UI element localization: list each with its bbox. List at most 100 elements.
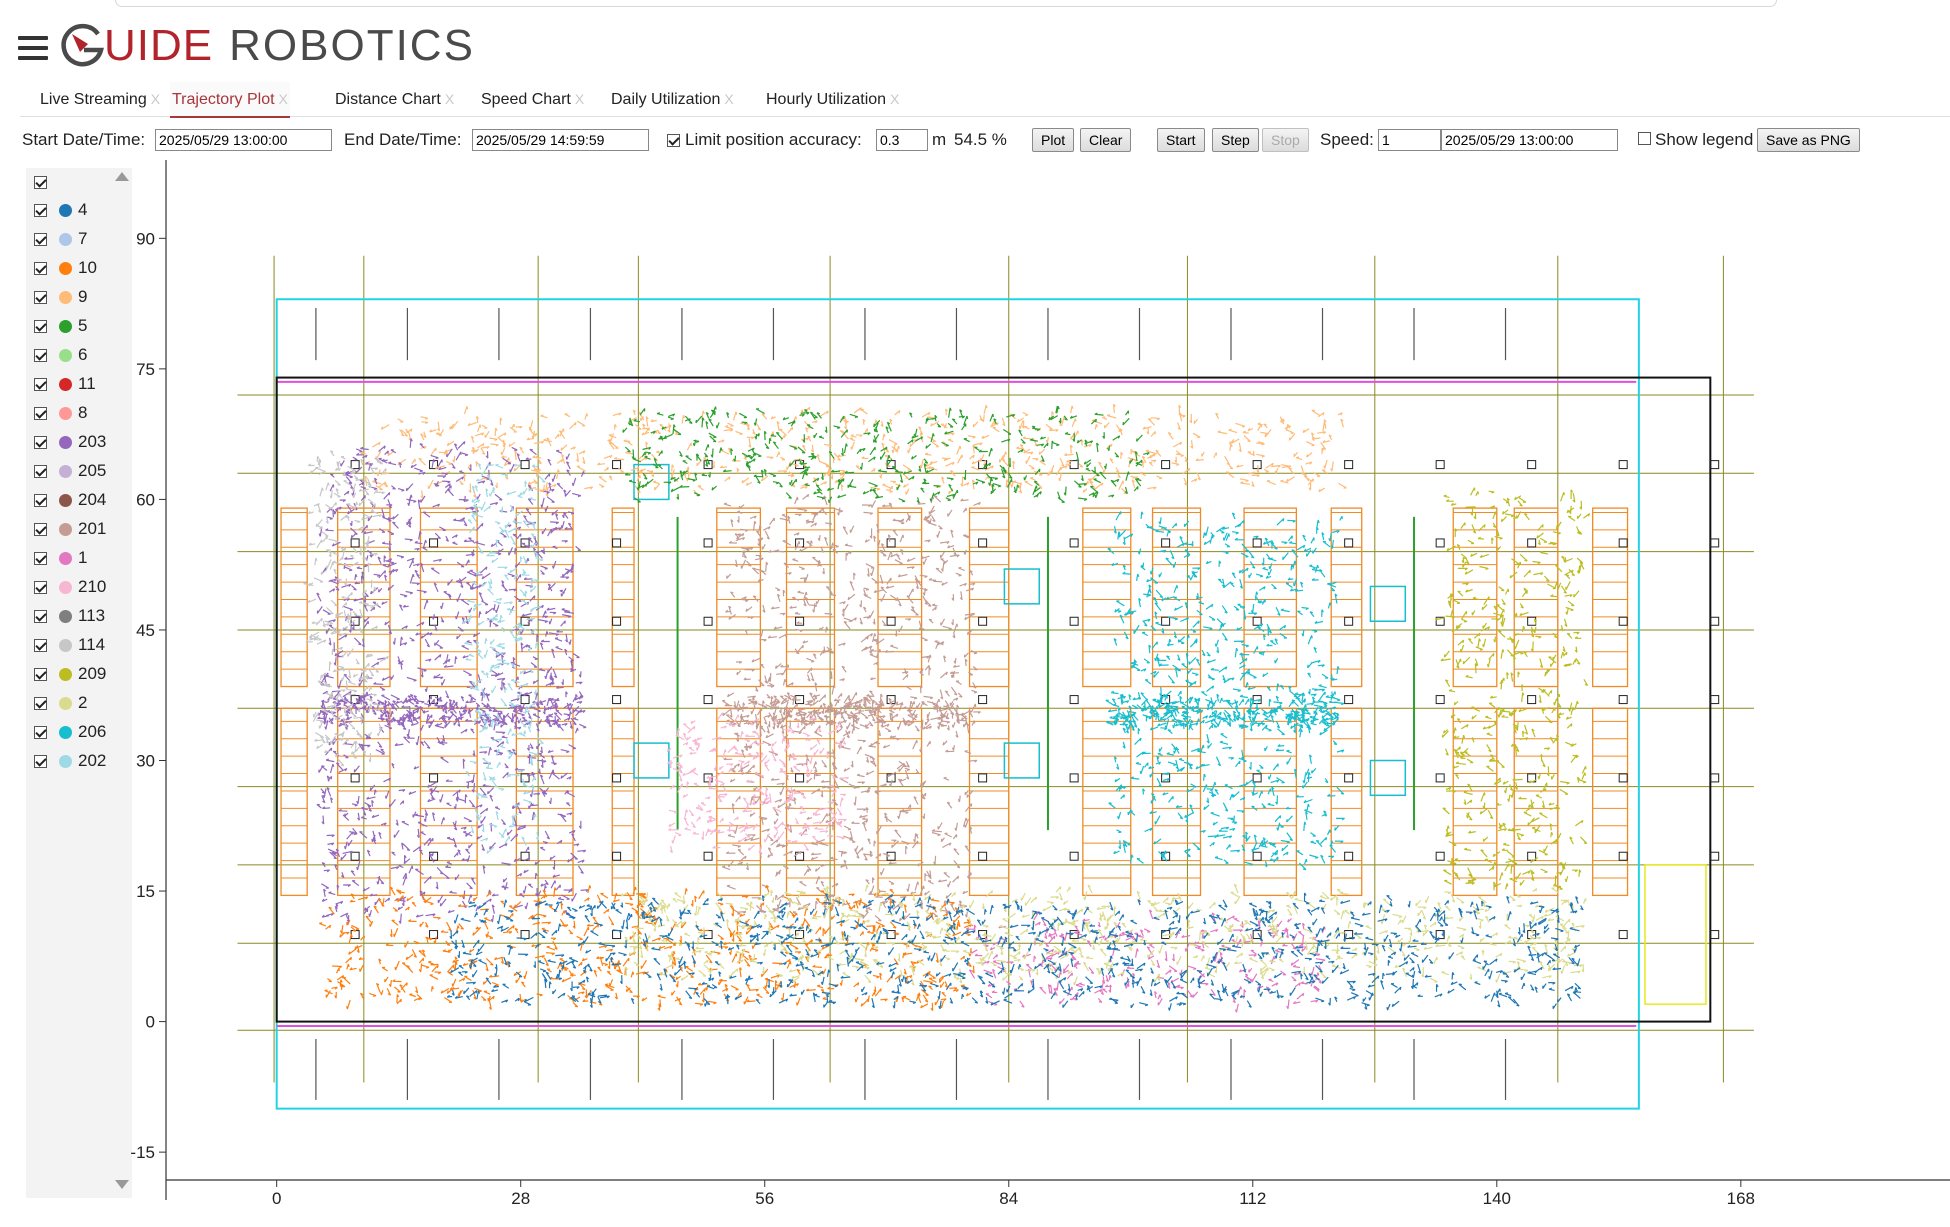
trajectory-point [412,845,422,853]
scroll-down-arrow-icon[interactable] [115,1180,129,1189]
legend-checkbox[interactable] [34,319,47,333]
trajectory-point [455,451,462,461]
legend-item-1[interactable]: 1 [34,548,87,568]
legend-item-205[interactable]: 205 [34,461,106,481]
trajectory-point [434,639,440,646]
legend-toggle-all[interactable] [34,172,59,192]
legend-checkbox[interactable] [34,696,47,710]
trajectory-point [924,539,931,543]
trajectory-point [929,460,938,465]
accuracy-input[interactable] [876,129,928,151]
legend-checkbox[interactable] [34,435,47,449]
legend-item-201[interactable]: 201 [34,519,106,539]
tab-trajectory-plot[interactable]: Trajectory Plot X [170,82,290,118]
trajectory-point [387,451,394,457]
legend-checkbox[interactable] [34,377,47,391]
legend-item-113[interactable]: 113 [34,606,105,626]
legend-checkbox[interactable] [34,754,47,768]
legend-checkbox[interactable] [34,406,47,420]
trajectory-point [820,481,828,486]
trajectory-point [886,577,892,585]
tab-hourly-utilization[interactable]: Hourly Utilization X [766,91,900,108]
legend-item-11[interactable]: 11 [34,374,96,394]
trajectory-point [349,520,353,527]
legend-checkbox[interactable] [34,580,47,594]
current-time-input[interactable] [1441,129,1618,151]
legend-item-8[interactable]: 8 [34,403,87,423]
legend-checkbox[interactable] [34,464,47,478]
trajectory-point [651,937,661,942]
legend-item-6[interactable]: 6 [34,345,87,365]
speed-input[interactable] [1378,129,1441,151]
trajectory-point [1306,549,1312,557]
stop-button[interactable]: Stop [1262,128,1309,152]
legend-checkbox[interactable] [34,638,47,652]
legend-item-206[interactable]: 206 [34,722,106,742]
close-icon[interactable]: X [278,91,288,107]
legend-item-210[interactable]: 210 [34,577,106,597]
legend-checkbox[interactable] [34,232,47,246]
close-icon[interactable]: X [724,91,734,107]
clear-button[interactable]: Clear [1080,128,1132,152]
legend-item-5[interactable]: 5 [34,316,87,336]
trajectory-point [640,416,645,422]
trajectory-point [458,480,464,485]
legend-checkbox[interactable] [34,290,47,304]
legend-label: 8 [78,403,88,422]
x-tick-label: 112 [1239,1189,1266,1208]
trajectory-point [739,967,743,978]
legend-checkbox[interactable] [34,493,47,507]
legend-checkbox[interactable] [34,609,47,623]
legend-item-202[interactable]: 202 [34,751,106,771]
legend-item-114[interactable]: 114 [34,635,105,655]
trajectory-point [1025,455,1031,464]
limit-accuracy-checkbox[interactable] [667,134,680,147]
tab-distance-chart[interactable]: Distance Chart X [335,91,455,108]
legend-checkbox[interactable] [34,725,47,739]
show-legend-checkbox[interactable] [1638,132,1651,145]
start-datetime-input[interactable] [155,129,332,151]
tab-live-streaming[interactable]: Live Streaming X [40,91,161,108]
close-icon[interactable]: X [150,91,161,107]
legend-item-203[interactable]: 203 [34,432,106,452]
trajectory-point [969,569,974,576]
trajectory-point [1522,730,1525,738]
scroll-up-arrow-icon[interactable] [115,172,129,181]
close-icon[interactable]: X [444,91,455,107]
end-datetime-input[interactable] [472,129,649,151]
trajectory-point [1213,452,1218,459]
legend-checkbox[interactable] [34,348,47,362]
legend-item-9[interactable]: 9 [34,287,87,307]
close-icon[interactable]: X [890,91,900,107]
legend-item-7[interactable]: 7 [34,229,87,249]
start-button[interactable]: Start [1157,128,1205,152]
legend-checkbox[interactable] [34,551,47,565]
plot-button[interactable]: Plot [1032,128,1075,152]
save-png-button[interactable]: Save as PNG [1757,128,1860,152]
menu-icon[interactable] [18,36,48,60]
close-icon[interactable]: X [574,91,585,107]
trajectory-point [406,498,417,503]
trajectory-point [512,628,520,632]
toggle-all-checkbox[interactable] [34,175,47,189]
legend-item-204[interactable]: 204 [34,490,106,510]
step-button[interactable]: Step [1212,128,1259,152]
legend-checkbox[interactable] [34,522,47,536]
trajectory-point [1552,531,1561,535]
trajectory-point [1563,618,1568,628]
legend-item-4[interactable]: 4 [34,200,87,220]
tab-speed-chart[interactable]: Speed Chart X [481,91,585,108]
tab-daily-utilization[interactable]: Daily Utilization X [611,91,734,108]
legend-checkbox[interactable] [34,667,47,681]
trajectory-point [597,966,602,972]
legend-item-209[interactable]: 209 [34,664,106,684]
trajectory-point [452,837,458,848]
trajectory-point [1177,654,1181,661]
trajectory-point [559,918,566,928]
legend-item-2[interactable]: 2 [34,693,87,713]
legend-item-10[interactable]: 10 [34,258,97,278]
legend-checkbox[interactable] [34,203,47,217]
legend-checkbox[interactable] [34,261,47,275]
trajectory-point [755,423,762,431]
